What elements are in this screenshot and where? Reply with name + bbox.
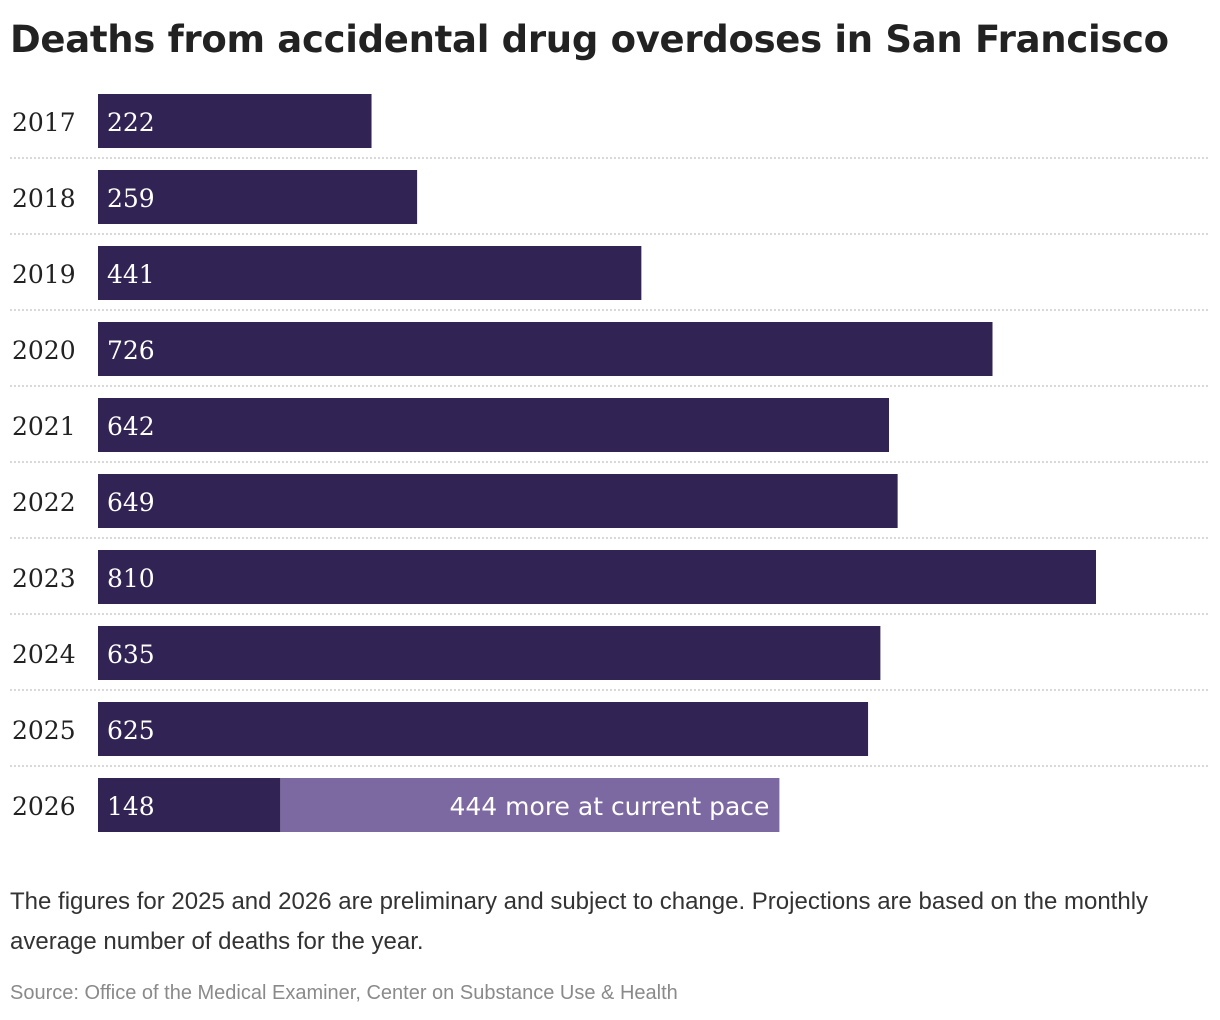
bar xyxy=(98,246,642,300)
year-label: 2021 xyxy=(12,412,76,441)
chart-title: Deaths from accidental drug overdoses in… xyxy=(10,18,1169,61)
year-label: 2023 xyxy=(12,564,76,593)
year-labels: 2017 2018 2019 2020 2021 2022 2023 2024 2025 2026 xyxy=(12,108,76,821)
year-label: 2018 xyxy=(12,184,76,213)
projection-label: 444 more at current pace xyxy=(450,792,770,821)
bar-value-label: 222 xyxy=(107,108,155,137)
year-label: 2020 xyxy=(12,336,76,365)
year-label: 2022 xyxy=(12,488,76,517)
bar xyxy=(98,170,418,224)
bar xyxy=(98,322,993,376)
bar xyxy=(98,626,881,680)
year-label: 2025 xyxy=(12,716,76,745)
projection-bar xyxy=(280,778,780,832)
bar xyxy=(98,474,898,528)
year-label: 2026 xyxy=(12,792,76,821)
bar xyxy=(98,550,1096,604)
bar-chart: 2017 2018 2019 2020 2021 2022 2023 2024 2025 2026… xyxy=(10,94,1208,832)
bar-value-label: 259 xyxy=(107,184,155,213)
bars xyxy=(98,94,1096,832)
bar-value-label: 635 xyxy=(107,640,155,669)
value-labels: 222 259 441 726 642 649 810 635 625 148 444 more a… xyxy=(107,108,769,821)
bar xyxy=(98,398,890,452)
chart-note: The figures for 2025 and 2026 are prelim… xyxy=(10,888,1149,955)
bar-value-label: 649 xyxy=(107,488,155,517)
bar-value-label: 625 xyxy=(107,716,155,745)
chart-source: Source: Office of the Medical Examiner, … xyxy=(10,982,678,1004)
year-label: 2024 xyxy=(12,640,76,669)
bar xyxy=(98,94,372,148)
year-label: 2019 xyxy=(12,260,76,289)
bar-value-label: 726 xyxy=(107,336,155,365)
bar xyxy=(98,778,281,832)
bar-value-label: 441 xyxy=(107,260,155,289)
year-label: 2017 xyxy=(12,108,76,137)
bar-value-label: 810 xyxy=(107,564,155,593)
bar-value-label: 642 xyxy=(107,412,155,441)
bar xyxy=(98,702,869,756)
bar-value-label: 148 xyxy=(107,792,155,821)
